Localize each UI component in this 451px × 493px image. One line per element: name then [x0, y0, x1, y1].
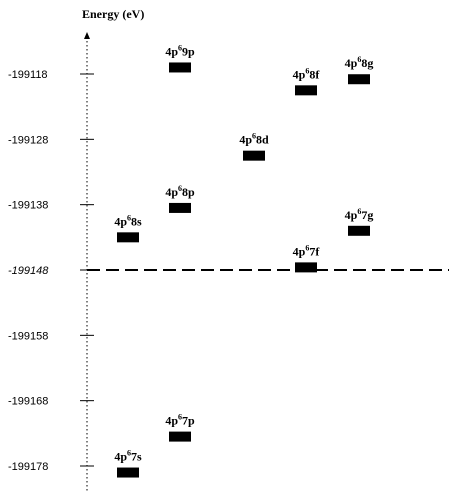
- level-label: 4p68f: [293, 66, 321, 81]
- y-axis-title: Energy (eV): [82, 7, 144, 21]
- level-marker: [169, 62, 191, 73]
- y-axis-arrow: [84, 32, 90, 39]
- level-marker: [117, 467, 139, 478]
- level-marker: [295, 262, 317, 273]
- level-marker: [348, 74, 370, 85]
- level-label: 4p68d: [239, 132, 269, 147]
- level-marker: [295, 85, 317, 96]
- level-label: 4p68g: [345, 55, 374, 70]
- level-label: 4p67g: [345, 207, 374, 222]
- level-marker: [169, 431, 191, 442]
- y-tick-label: -199118: [8, 69, 48, 81]
- y-tick-label: -199168: [8, 396, 48, 408]
- y-tick-label: -199138: [8, 200, 48, 212]
- y-tick-label: -199178: [8, 461, 48, 473]
- level-label: 4p68p: [165, 184, 195, 199]
- level-label: 4p67s: [114, 449, 142, 464]
- level-label: 4p67p: [165, 413, 195, 428]
- level-label: 4p67f: [293, 243, 321, 258]
- y-tick-label: -199158: [8, 330, 48, 342]
- y-tick-label: -199148: [8, 265, 49, 277]
- y-ticks-group: -199118 -199128 -199138 -199148 -199158 -1991…: [8, 69, 94, 473]
- level-label: 4p68s: [114, 213, 142, 228]
- level-marker: [117, 232, 139, 243]
- level-label: 4p69p: [165, 43, 195, 58]
- level-marker: [169, 202, 191, 213]
- y-tick-label: -199128: [8, 134, 48, 146]
- levels-group: 4p67s 4p67p 4p68s 4p68p 4p69p 4p68d 4p67f 4p68f…: [114, 43, 374, 478]
- y-axis-group: Energy (eV): [82, 7, 449, 493]
- level-marker: [348, 225, 370, 236]
- level-marker: [243, 150, 265, 161]
